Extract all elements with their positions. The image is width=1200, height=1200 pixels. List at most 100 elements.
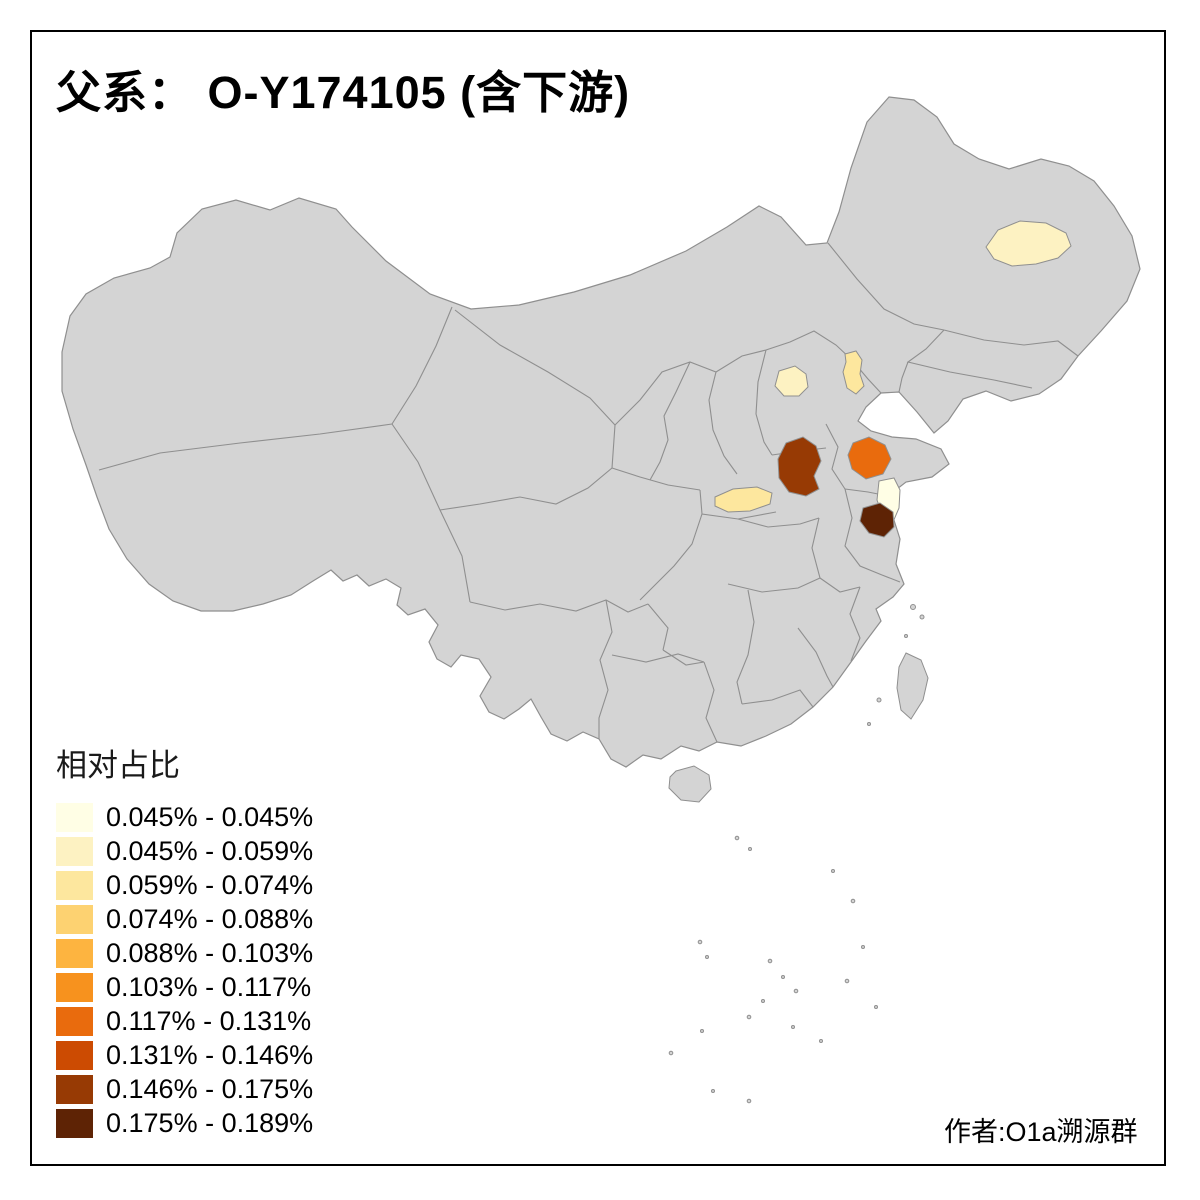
legend-label: 0.088% - 0.103% [106, 938, 314, 968]
legend-label: 0.146% - 0.175% [106, 1074, 314, 1104]
small-island [919, 614, 925, 620]
province-border-line [708, 371, 738, 475]
legend-label: 0.059% - 0.074% [106, 870, 314, 900]
legend-swatch [56, 973, 93, 1002]
province-border-line [943, 329, 1079, 357]
legend-row: 0.131% - 0.146% [56, 1040, 314, 1070]
province-border-line [727, 577, 821, 593]
province-border-line [755, 349, 773, 456]
small-island [746, 1014, 752, 1020]
legend-label: 0.045% - 0.059% [106, 836, 314, 866]
small-island [910, 604, 916, 610]
province-border-line [797, 627, 834, 688]
legend-swatch [56, 1007, 93, 1036]
province-border-line [98, 423, 393, 471]
province-border-line [849, 586, 861, 662]
mainland [61, 96, 1141, 768]
small-island [705, 955, 709, 959]
figure-title: 父系： O-Y174105 (含下游) [56, 67, 631, 118]
region-heilongjiang-area [985, 220, 1072, 267]
small-island [767, 958, 773, 964]
province-border-line [391, 306, 453, 425]
figure-frame [30, 30, 1166, 1166]
south-china-sea-islands [668, 835, 878, 1104]
legend-swatch [56, 837, 93, 866]
province-border-line [647, 603, 669, 651]
small-island [793, 988, 799, 994]
legend-row: 0.103% - 0.117% [56, 972, 313, 1002]
small-island [711, 1089, 715, 1093]
legend-row: 0.175% - 0.189% [56, 1108, 314, 1138]
legend-row: 0.059% - 0.074% [56, 870, 314, 900]
legend-swatch [56, 939, 93, 968]
small-island [697, 939, 703, 945]
province-border-line [469, 599, 649, 613]
small-island [876, 697, 882, 703]
province-border-line [811, 517, 821, 579]
small-island [746, 1098, 752, 1104]
china-mainland-outline [61, 96, 1141, 768]
small-island [861, 945, 865, 949]
legend-row: 0.146% - 0.175% [56, 1074, 314, 1104]
small-island [781, 975, 785, 979]
province-border-line [454, 309, 616, 426]
province-border-line [736, 589, 755, 705]
province-border-line [906, 329, 1033, 389]
province-border-line [598, 599, 613, 739]
province-border-line [614, 330, 853, 426]
province-border-line [639, 513, 703, 601]
small-island [791, 1025, 795, 1029]
small-island [844, 978, 850, 984]
small-island [668, 1050, 674, 1056]
hainan-island [668, 765, 712, 803]
legend-label: 0.074% - 0.088% [106, 904, 314, 934]
small-island [874, 1005, 878, 1009]
province-border-line [741, 689, 814, 708]
province-border-line [611, 653, 705, 663]
province-border-line [825, 423, 846, 490]
legend-row: 0.074% - 0.088% [56, 904, 314, 934]
province-border-line [662, 649, 705, 666]
legend-row: 0.117% - 0.131% [56, 1006, 313, 1036]
small-island [761, 999, 765, 1003]
small-island [831, 869, 835, 873]
province-border-line [737, 517, 820, 528]
legend-title: 相对占比 [56, 748, 180, 783]
legend: 相对占比 0.045% - 0.045% 0.045% - 0.059% 0.0… [56, 740, 313, 1143]
legend-label: 0.045% - 0.045% [106, 802, 314, 832]
shaded-regions [714, 220, 1072, 538]
region-tianjin-area [842, 350, 865, 395]
islands [668, 604, 929, 803]
region-beijing-area [774, 365, 809, 397]
legend-swatch [56, 1075, 93, 1104]
province-border-line [827, 242, 945, 331]
small-island [748, 847, 752, 851]
legend-swatch [56, 1041, 93, 1070]
legend-label: 0.175% - 0.189% [106, 1108, 314, 1138]
small-island [867, 722, 871, 726]
small-island [734, 835, 740, 841]
province-border-line [699, 489, 777, 520]
region-north-henan-area [777, 436, 822, 497]
legend-swatch [56, 905, 93, 934]
province-border-line [844, 488, 901, 583]
taiwan-island [896, 652, 929, 720]
small-island [850, 898, 856, 904]
region-south-shaanxi-area [714, 486, 773, 513]
small-island [700, 1029, 704, 1033]
author-credit: 作者:O1a溯源群 [944, 1117, 1138, 1147]
region-central-shandong-area [847, 436, 892, 480]
legend-row: 0.045% - 0.059% [56, 836, 314, 866]
legend-swatch [56, 1109, 93, 1138]
province-border-line [611, 467, 701, 491]
legend-label: 0.103% - 0.117% [106, 972, 312, 1002]
province-border-line [649, 361, 691, 481]
region-south-jiangsu-area [859, 502, 895, 538]
legend-label: 0.131% - 0.146% [106, 1040, 314, 1070]
province-border-line [819, 577, 861, 593]
legend-row: 0.045% - 0.045% [56, 802, 314, 832]
province-border-line [898, 361, 909, 393]
small-island [904, 634, 908, 638]
legend-label: 0.117% - 0.131% [106, 1006, 312, 1036]
